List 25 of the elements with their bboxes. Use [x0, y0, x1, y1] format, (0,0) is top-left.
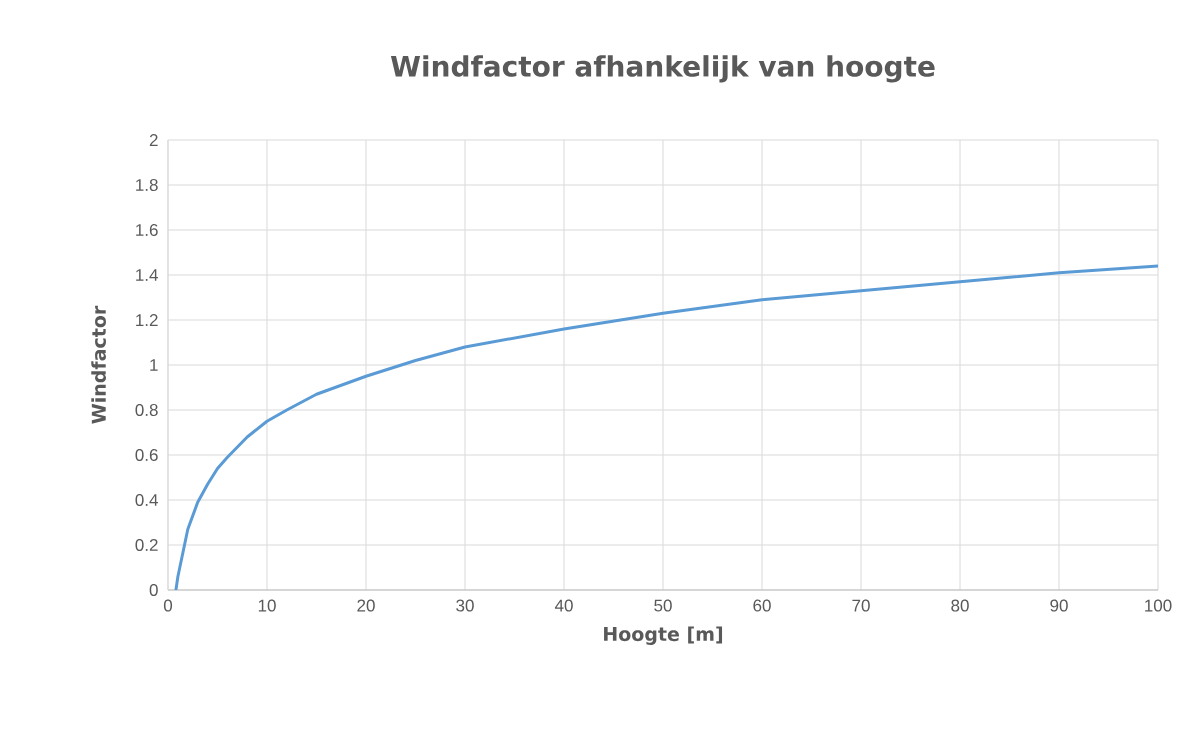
- y-tick-label: 0.2: [135, 538, 158, 552]
- x-tick-label: 10: [258, 599, 276, 612]
- chart-title: Windfactor afhankelijk van hoogte: [390, 55, 935, 83]
- y-tick-label: 1.4: [136, 269, 158, 281]
- x-tick-label: 0: [163, 599, 173, 612]
- y-tick-label: 0.8: [135, 403, 158, 417]
- x-tick-label: 30: [456, 599, 474, 612]
- x-tick-label: 100: [1145, 599, 1172, 612]
- x-axis-title: Hoogte [m]: [604, 626, 723, 645]
- y-tick-label: 1.6: [136, 223, 158, 237]
- y-tick-label: 1.2: [136, 314, 158, 326]
- y-tick-label: 0: [149, 583, 158, 597]
- x-tick-label: 50: [654, 599, 672, 612]
- x-tick-label: 60: [753, 599, 771, 612]
- y-tick-label: 1.8: [136, 178, 158, 192]
- x-tick-label: 20: [357, 599, 375, 612]
- y-tick-label: 0.6: [135, 448, 158, 462]
- y-tick-label: 2: [149, 134, 158, 146]
- y-tick-label: 0.4: [135, 493, 158, 507]
- x-tick-label: 40: [554, 599, 573, 612]
- x-tick-label: 90: [1050, 599, 1068, 612]
- x-tick-label: 80: [951, 599, 969, 612]
- x-tick-label: 70: [852, 599, 870, 612]
- y-tick-label: 1: [150, 359, 158, 371]
- y-axis-title: Windfactor: [91, 305, 106, 424]
